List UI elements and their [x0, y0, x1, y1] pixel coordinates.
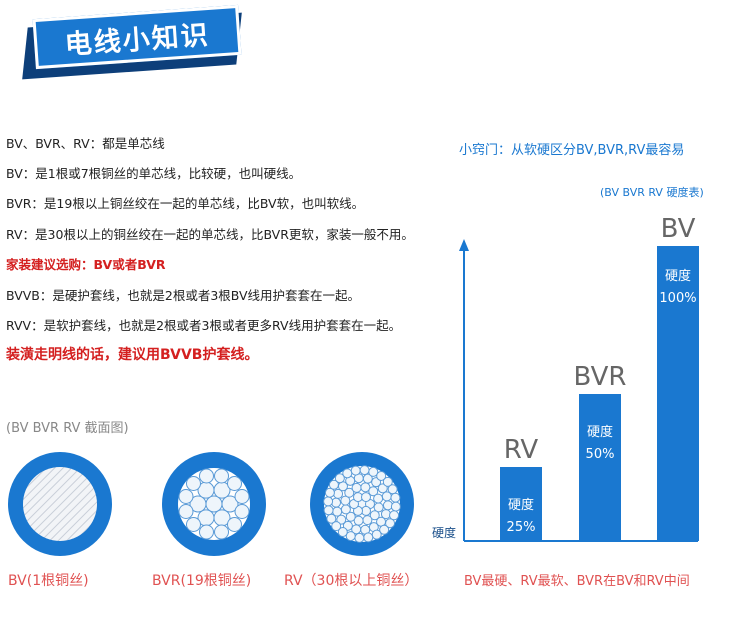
text-line-7: RVV：是软护套线，也就是2根或者3根或者更多RV线用护套套在一起。	[6, 318, 402, 333]
copper-strand	[189, 495, 207, 513]
bv-cross-section	[8, 452, 112, 556]
bvr-cross-section	[162, 452, 266, 556]
copper-strand	[351, 524, 362, 535]
copper-strand	[198, 524, 214, 540]
text-line-5: 家装建议选购：BV或者BVR	[6, 257, 166, 272]
copper-strand	[361, 492, 371, 503]
bar-value-label: 50%	[585, 446, 615, 462]
caption-bvr: BVR(19根铜丝)	[152, 573, 252, 589]
copper-strand	[376, 470, 387, 481]
bar-value-label: 100%	[659, 291, 697, 306]
copper-strand	[334, 473, 345, 484]
copper-strand	[178, 504, 194, 520]
copper-strand	[205, 495, 223, 513]
hardness-chart-axes	[459, 239, 698, 542]
chart-footer: BV最硬、RV最软、BVR在BV和RV中间	[464, 574, 690, 589]
bar-text: 硬度	[664, 269, 691, 284]
text-line-4: RV：是30根以上的铜丝绞在一起的单芯线，比BVR更软，家装一般不用。	[6, 227, 414, 242]
copper-strand	[354, 532, 365, 543]
copper-strand	[369, 510, 380, 521]
copper-strand	[379, 524, 390, 535]
copper-strand	[323, 496, 334, 507]
copper-strand	[221, 495, 239, 513]
cross-section-title: (BV BVR RV 截面图)	[6, 421, 129, 436]
copper-strand	[328, 479, 339, 490]
copper-strand	[214, 524, 230, 540]
copper-strand	[326, 513, 337, 524]
copper-strand	[336, 514, 347, 525]
text-line-1: BV、BVR、RV：都是单芯线	[6, 136, 165, 151]
caption-rv: RV（30根以上铜丝）	[284, 573, 419, 589]
copper-strand	[342, 468, 353, 479]
copper-strand	[323, 505, 334, 516]
copper-strand	[178, 488, 194, 504]
copper-strand	[234, 504, 250, 520]
copper-strand	[368, 486, 379, 497]
copper-strand	[373, 493, 384, 504]
bar-category-bv: BV	[660, 214, 696, 244]
copper-strand	[371, 529, 382, 540]
title-banner: 电线小知识	[22, 4, 250, 80]
copper-strand	[377, 483, 388, 494]
copper-strand	[387, 484, 398, 495]
copper-strand	[390, 501, 401, 512]
bar-category-bvr: BVR	[573, 361, 627, 392]
cross-section-diagram	[8, 452, 414, 556]
bar-rv: 硬度 25%	[500, 467, 542, 541]
text-line-3: BVR：是19根以上铜丝绞在一起的单芯线，比BV软，也叫软线。	[6, 196, 365, 211]
text-line-8: 装潢走明线的话，建议用BVVB护套线。	[6, 347, 259, 363]
copper-strand	[382, 476, 393, 487]
bar-text: 硬度	[586, 424, 613, 440]
copper-strand	[227, 475, 243, 491]
copper-strand	[344, 487, 355, 498]
caption-bv: BV(1根铜丝)	[8, 573, 89, 589]
copper-strand	[340, 504, 351, 515]
copper-strand	[363, 532, 374, 543]
copper-strand	[214, 468, 230, 484]
copper-strand	[185, 475, 201, 491]
copper-strand	[362, 515, 373, 526]
chart-subtitle: (BV BVR RV 硬度表)	[600, 186, 704, 199]
text-line-6: BVVB：是硬护套线，也就是2根或者3根BV线用护套套在一起。	[6, 288, 361, 303]
text-line-2: BV：是1根或7根铜丝的单芯线，比较硬，也叫硬线。	[6, 166, 302, 181]
copper-strand	[185, 517, 201, 533]
copper-strand	[362, 473, 373, 484]
copper-strand	[368, 466, 379, 477]
bar-value-label: 25%	[506, 520, 536, 536]
copper-strand	[198, 468, 214, 484]
copper-strand	[350, 465, 361, 476]
copper-strand	[227, 517, 243, 533]
copper-strand	[345, 531, 356, 542]
copper-strand	[389, 510, 400, 521]
copper-strand	[331, 521, 342, 532]
copper-strand	[351, 482, 362, 493]
chart-tip: 小窍门：从软硬区分BV,BVR,RV最容易	[459, 143, 685, 158]
copper-strand	[345, 511, 356, 522]
copper-strand	[359, 465, 370, 476]
bar-bvr: 硬度 50%	[579, 393, 621, 541]
copper-strand	[390, 492, 401, 503]
bar-bv: 硬度 100%	[657, 246, 699, 541]
copper-strand	[337, 527, 348, 538]
copper-strand	[234, 488, 250, 504]
copper-strand	[340, 495, 351, 506]
rv-cross-section	[310, 452, 414, 556]
copper-strand	[324, 487, 335, 498]
chart-ylabel: 硬度	[432, 526, 457, 540]
bar-text: 硬度	[507, 498, 534, 514]
copper-strand	[385, 518, 396, 529]
bar-category-rv: RV	[503, 435, 539, 466]
